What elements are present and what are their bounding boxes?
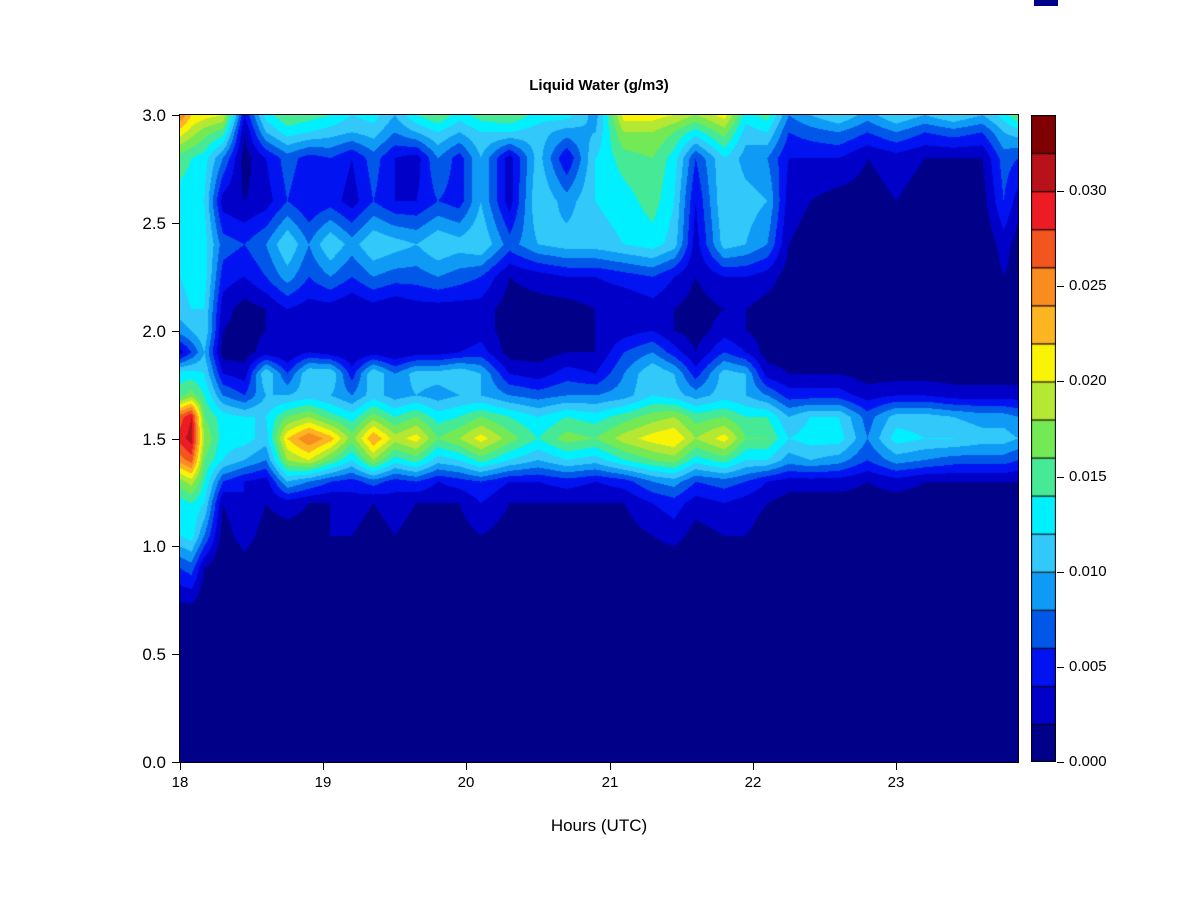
y-tick-label: 1.5 (142, 430, 166, 449)
plot-title: Liquid Water (g/m3) (529, 77, 669, 94)
y-tick (172, 223, 179, 224)
colorbar-tick-label: 0.025 (1069, 277, 1107, 294)
x-tick (180, 763, 181, 770)
x-tick (753, 763, 754, 770)
colorbar-tick (1057, 667, 1064, 668)
colorbar-tick (1057, 381, 1064, 382)
colorbar-tick-label: 0.005 (1069, 658, 1107, 675)
plot-frame (179, 114, 1019, 763)
y-tick (172, 762, 179, 763)
x-tick (896, 763, 897, 770)
y-tick-label: 0.5 (142, 645, 166, 664)
x-axis-label: Hours (UTC) (550, 816, 648, 835)
x-tick-label: 20 (457, 774, 475, 791)
x-tick (323, 763, 324, 770)
y-tick (172, 331, 179, 332)
colorbar-tick-label: 0.020 (1069, 372, 1107, 389)
colorbar-tick (1057, 477, 1064, 478)
colorbar-tick-label: 0.000 (1069, 753, 1107, 770)
y-tick-label: 1.0 (142, 537, 166, 556)
colorbar-tick (1057, 762, 1064, 763)
x-tick-label: 22 (744, 774, 762, 791)
y-tick (172, 546, 179, 547)
colorbar-tick (1057, 286, 1064, 287)
y-tick (172, 115, 179, 116)
y-tick-label: 3.0 (142, 106, 166, 125)
x-tick (610, 763, 611, 770)
colorbar-tick-label: 0.010 (1069, 563, 1107, 580)
colorbar-tick (1057, 191, 1064, 192)
stray-mark (1034, 0, 1058, 6)
colorbar-tick-label: 0.030 (1069, 182, 1107, 199)
y-tick-label: 0.0 (142, 753, 166, 772)
x-tick-label: 19 (314, 774, 332, 791)
x-tick-label: 23 (887, 774, 905, 791)
y-tick-label: 2.5 (142, 214, 166, 233)
y-tick (172, 439, 179, 440)
colorbar-canvas (1031, 115, 1056, 762)
y-tick (172, 654, 179, 655)
colorbar-tick (1057, 572, 1064, 573)
colorbar-tick-label: 0.015 (1069, 468, 1107, 485)
x-tick (466, 763, 467, 770)
y-tick-label: 2.0 (142, 322, 166, 341)
x-tick-label: 21 (601, 774, 619, 791)
heatmap-canvas (180, 115, 1018, 762)
x-tick-label: 18 (171, 774, 189, 791)
